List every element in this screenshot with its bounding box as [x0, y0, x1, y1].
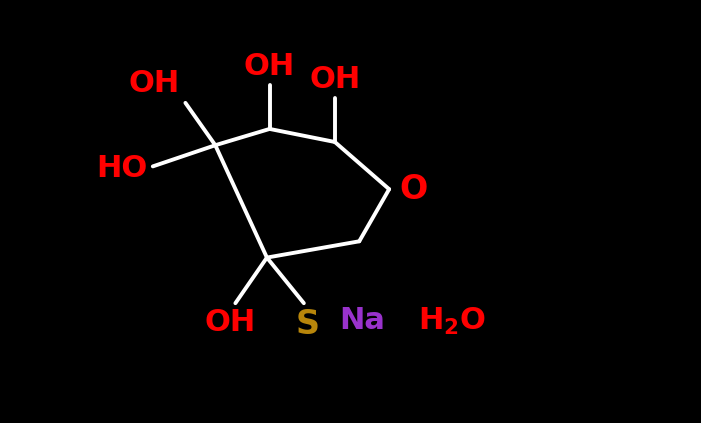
Text: Na: Na: [339, 306, 385, 335]
Text: OH: OH: [309, 65, 360, 94]
Text: OH: OH: [129, 69, 180, 98]
Text: OH: OH: [244, 52, 295, 81]
Text: HO: HO: [96, 154, 147, 182]
Text: OH: OH: [204, 308, 256, 337]
Text: O: O: [399, 173, 427, 206]
Text: S: S: [296, 308, 320, 341]
Text: $\mathregular{H_2O}$: $\mathregular{H_2O}$: [418, 306, 486, 337]
